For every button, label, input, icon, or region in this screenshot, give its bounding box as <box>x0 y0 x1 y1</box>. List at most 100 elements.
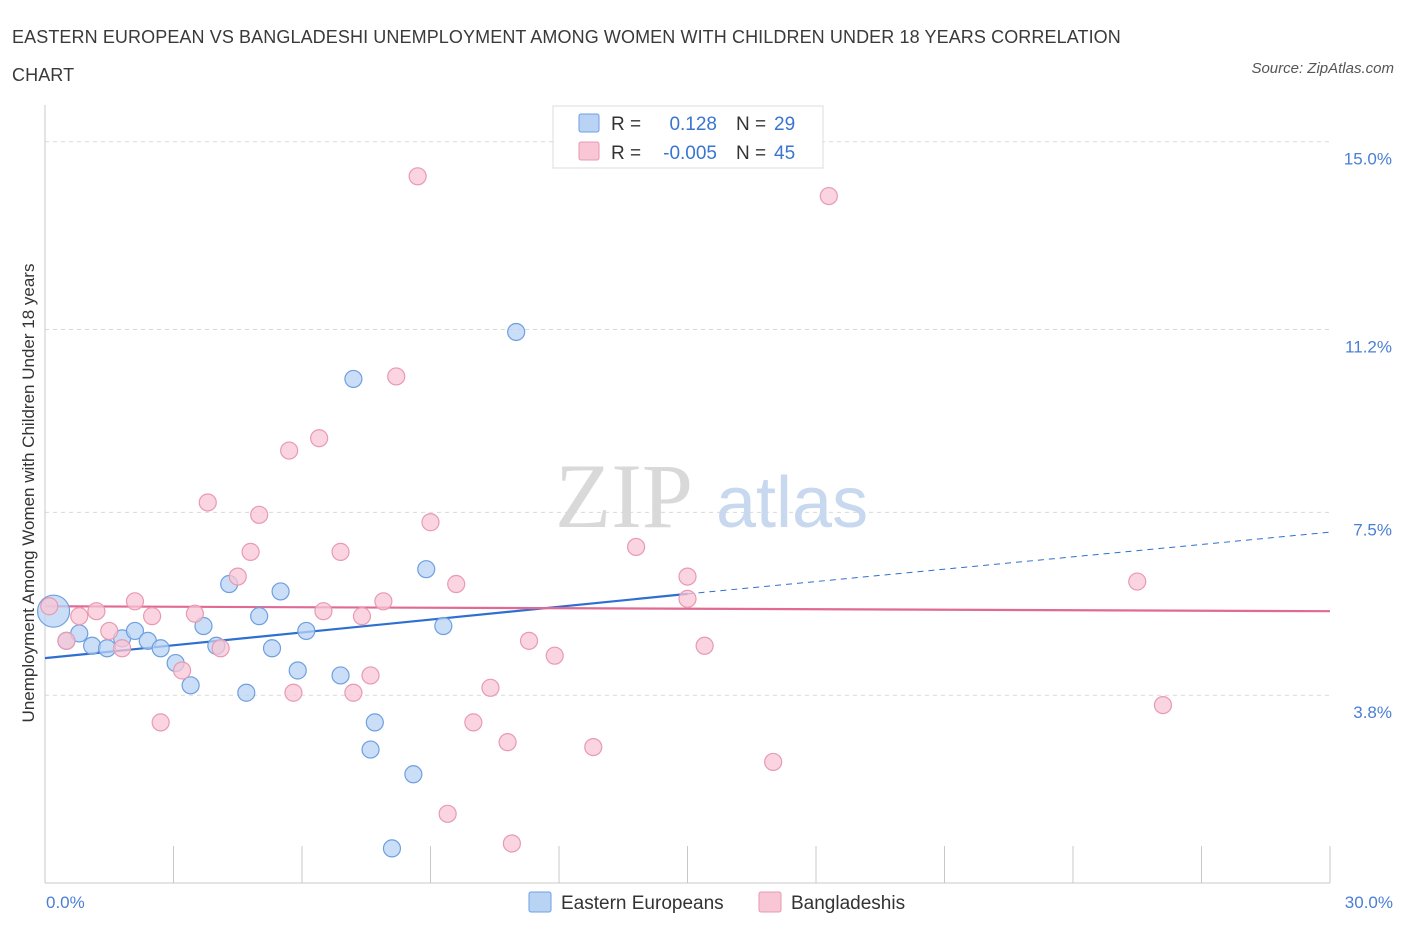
point-eastern-europeans <box>288 661 307 680</box>
point-bangladeshis <box>481 678 500 697</box>
point-bangladeshis <box>584 737 603 757</box>
point-eastern-europeans <box>237 683 256 702</box>
watermark-atlas: atlas <box>716 463 868 543</box>
point-bangladeshis <box>314 602 333 621</box>
point-bangladeshis <box>331 542 350 561</box>
point-bangladeshis <box>280 441 299 460</box>
point-bangladeshis <box>408 167 427 186</box>
chart-title: EASTERN EUROPEAN VS BANGLADESHI UNEMPLOY… <box>12 27 1121 85</box>
point-bangladeshis <box>344 683 363 702</box>
point-bangladeshis <box>438 804 457 823</box>
legend-n-label-2: N = <box>736 143 766 164</box>
point-bangladeshis <box>241 542 260 561</box>
series-label-bangladeshis: Bangladeshis <box>791 893 905 914</box>
watermark: ZIP atlas <box>555 445 868 547</box>
point-bangladeshis <box>498 733 517 752</box>
correlation-legend: R = 0.128 N = 29 R = -0.005 N = 45 <box>552 105 824 169</box>
point-eastern-europeans <box>331 666 350 685</box>
series-legend: Eastern Europeans Bangladeshis <box>528 891 905 914</box>
point-bangladeshis <box>100 621 119 641</box>
point-bangladeshis <box>678 589 697 608</box>
point-bangladeshis <box>352 607 372 626</box>
point-eastern-europeans <box>361 740 380 759</box>
point-bangladeshis <box>678 567 697 586</box>
point-bangladeshis <box>250 505 269 524</box>
y-tick-label: 3.8% <box>1353 703 1392 722</box>
legend-n-value-1: 29 <box>774 114 795 135</box>
point-bangladeshis <box>361 666 380 685</box>
point-eastern-europeans <box>181 676 200 695</box>
point-eastern-europeans <box>83 636 102 655</box>
legend-n-value-2: 45 <box>774 143 795 164</box>
point-eastern-europeans <box>194 616 213 636</box>
x-tick-labels: 0.0% 30.0% <box>46 893 1393 912</box>
point-eastern-europeans <box>434 616 453 636</box>
point-bangladeshis <box>211 639 230 658</box>
point-bangladeshis <box>464 713 483 732</box>
trend-line-extension-eastern-europeans <box>687 531 1331 595</box>
y-tick-label: 15.0% <box>1344 150 1392 169</box>
axes <box>44 105 1331 884</box>
point-bangladeshis <box>284 683 303 702</box>
point-bangladeshis <box>1153 695 1173 715</box>
point-bangladeshis <box>519 631 539 650</box>
point-bangladeshis <box>125 592 145 611</box>
point-bangladeshis <box>185 604 205 623</box>
series-swatch-eastern-europeans <box>528 891 552 913</box>
y-tick-labels: 3.8% 7.5% 11.2% 15.0% <box>1344 150 1392 722</box>
watermark-zip: ZIP <box>555 445 693 547</box>
y-tick-label: 7.5% <box>1353 520 1392 539</box>
legend-swatch-pink <box>578 141 600 161</box>
point-bangladeshis <box>112 639 132 658</box>
data-points <box>36 167 1173 858</box>
point-bangladeshis <box>228 567 247 586</box>
point-bangladeshis <box>374 592 393 611</box>
legend-swatch-blue <box>578 113 600 133</box>
legend-r-label-2: R = <box>611 143 641 164</box>
point-bangladeshis <box>198 493 217 512</box>
point-bangladeshis <box>819 186 838 206</box>
point-bangladeshis <box>172 661 192 680</box>
point-bangladeshis <box>421 513 440 532</box>
point-bangladeshis <box>142 607 162 626</box>
point-bangladeshis <box>310 429 329 448</box>
legend-r-value-1: 0.128 <box>669 114 717 135</box>
point-eastern-europeans <box>417 560 436 579</box>
x-tick-label: 30.0% <box>1345 893 1393 912</box>
series-swatch-bangladeshis <box>758 891 782 913</box>
point-bangladeshis <box>545 646 564 665</box>
legend-r-label-1: R = <box>611 114 641 135</box>
x-tick-label: 0.0% <box>46 893 85 912</box>
point-bangladeshis <box>695 636 714 655</box>
point-bangladeshis <box>57 631 76 650</box>
point-bangladeshis <box>764 752 783 772</box>
point-bangladeshis <box>70 607 89 626</box>
point-bangladeshis <box>87 602 106 621</box>
point-eastern-europeans <box>297 621 316 641</box>
point-bangladeshis <box>502 834 521 853</box>
point-eastern-europeans <box>344 369 363 389</box>
point-bangladeshis <box>40 597 59 616</box>
point-eastern-europeans <box>262 639 282 658</box>
point-bangladeshis <box>626 537 646 557</box>
point-bangladeshis <box>151 713 170 732</box>
grid-lines <box>45 141 1330 696</box>
point-bangladeshis <box>387 367 406 386</box>
point-eastern-europeans <box>507 322 526 342</box>
series-label-eastern-europeans: Eastern Europeans <box>561 893 724 914</box>
point-eastern-europeans <box>151 639 170 658</box>
point-bangladeshis <box>447 574 466 594</box>
point-eastern-europeans <box>404 765 423 784</box>
point-eastern-europeans <box>125 621 145 641</box>
point-eastern-europeans <box>365 713 384 732</box>
source-label: Source: ZipAtlas.com <box>1251 60 1394 77</box>
y-axis-label: Unemployment Among Women with Children U… <box>19 264 38 723</box>
point-eastern-europeans <box>382 839 402 858</box>
point-eastern-europeans <box>271 582 290 601</box>
legend-n-label-1: N = <box>736 114 766 135</box>
y-tick-label: 11.2% <box>1345 338 1392 357</box>
point-bangladeshis <box>1128 572 1147 591</box>
legend-r-value-2: -0.005 <box>663 143 717 164</box>
point-eastern-europeans <box>250 607 269 626</box>
